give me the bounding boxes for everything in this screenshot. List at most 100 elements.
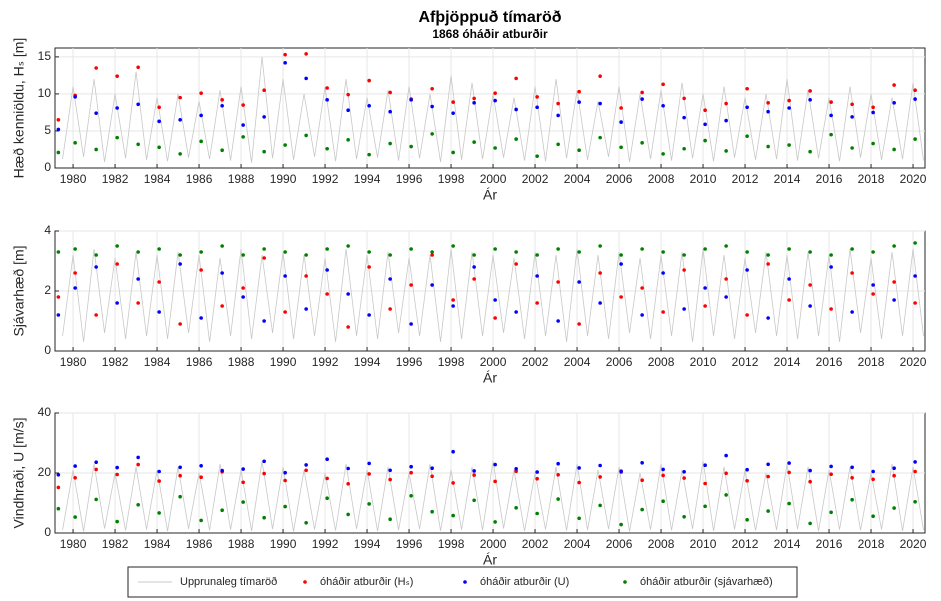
data-point xyxy=(766,253,770,257)
data-point xyxy=(535,95,539,99)
x-tick-label: 1990 xyxy=(270,355,297,369)
data-point xyxy=(871,250,875,254)
data-point xyxy=(367,250,371,254)
data-point xyxy=(745,313,749,317)
x-tick-label: 2006 xyxy=(606,172,633,186)
data-point xyxy=(325,98,329,102)
data-point xyxy=(56,313,61,317)
data-point xyxy=(640,507,644,512)
data-point xyxy=(703,286,707,290)
data-point xyxy=(703,122,707,127)
data-point xyxy=(451,513,455,518)
x-tick-label: 1996 xyxy=(396,172,423,186)
x-tick-label: 2012 xyxy=(732,355,759,369)
data-point xyxy=(136,250,140,254)
data-point xyxy=(766,316,770,320)
data-point xyxy=(493,462,497,467)
data-point xyxy=(367,472,371,476)
legend-marker xyxy=(303,580,307,584)
x-tick-label: 1986 xyxy=(186,537,213,551)
data-point xyxy=(262,459,266,464)
data-point xyxy=(577,100,581,104)
data-point xyxy=(829,510,833,515)
data-point xyxy=(157,119,161,124)
data-point xyxy=(157,105,161,110)
data-point xyxy=(556,497,560,501)
data-point xyxy=(367,502,371,506)
data-point xyxy=(808,250,812,254)
x-tick-label: 2020 xyxy=(900,537,927,551)
data-point xyxy=(178,262,182,266)
x-tick-label: 2002 xyxy=(522,355,549,369)
data-point xyxy=(682,115,686,120)
data-point xyxy=(325,476,329,481)
data-point xyxy=(56,250,61,254)
data-point xyxy=(829,253,833,257)
y-tick-label: 0 xyxy=(44,343,51,357)
data-point xyxy=(640,141,644,145)
data-point xyxy=(493,316,497,320)
data-point xyxy=(388,468,392,473)
data-point xyxy=(892,506,896,510)
data-point xyxy=(199,518,203,523)
y-tick-label: 5 xyxy=(44,123,51,137)
data-point xyxy=(262,515,266,520)
data-point xyxy=(598,271,602,275)
x-tick-label: 2004 xyxy=(564,537,591,551)
x-tick-label: 2018 xyxy=(858,355,885,369)
data-point xyxy=(388,109,392,114)
data-point xyxy=(262,247,266,251)
data-point xyxy=(56,118,61,122)
x-tick-label: 1994 xyxy=(354,537,381,551)
data-point xyxy=(157,247,161,251)
data-point xyxy=(325,457,329,462)
data-point xyxy=(682,476,686,480)
data-point xyxy=(577,148,581,153)
data-point xyxy=(661,82,665,87)
data-point xyxy=(808,468,812,473)
data-point xyxy=(766,101,770,105)
data-point xyxy=(808,283,812,287)
x-tick-label: 1980 xyxy=(60,172,87,186)
data-point xyxy=(535,253,539,257)
data-point xyxy=(514,467,518,471)
x-tick-label: 2004 xyxy=(564,172,591,186)
x-tick-label: 1982 xyxy=(102,355,129,369)
x-tick-label: 1984 xyxy=(144,172,171,186)
x-tick-label: 1984 xyxy=(144,537,171,551)
data-point xyxy=(535,301,539,305)
chart-title: Afþjöppuð tímaröð xyxy=(418,9,561,26)
data-point xyxy=(115,262,119,266)
data-point xyxy=(787,501,791,506)
data-point xyxy=(304,133,308,138)
data-point xyxy=(745,250,749,254)
x-tick-label: 1988 xyxy=(228,355,255,369)
data-point xyxy=(829,307,833,311)
y-tick-label: 0 xyxy=(44,525,51,539)
data-point xyxy=(619,120,623,124)
x-tick-label: 1982 xyxy=(102,537,129,551)
data-point xyxy=(325,146,329,151)
chart-subtitle: 1868 óháðir atburðir xyxy=(432,27,548,41)
data-point xyxy=(262,256,266,260)
data-point xyxy=(430,509,434,514)
data-point xyxy=(73,141,77,145)
data-point xyxy=(262,149,266,154)
data-point xyxy=(367,313,371,317)
data-point xyxy=(829,464,833,469)
legend-marker xyxy=(623,580,627,584)
y-tick-label: 40 xyxy=(38,405,52,419)
data-point xyxy=(619,145,623,150)
data-point xyxy=(136,301,140,305)
x-axis-label: Ár xyxy=(483,187,497,203)
data-point xyxy=(136,503,140,507)
data-point xyxy=(892,473,896,478)
data-point xyxy=(598,244,602,248)
data-point xyxy=(409,144,413,149)
data-point xyxy=(724,244,728,248)
data-point xyxy=(199,475,203,480)
data-point xyxy=(157,469,161,474)
data-point xyxy=(556,142,560,147)
x-tick-label: 1990 xyxy=(270,537,297,551)
data-point xyxy=(94,66,98,70)
